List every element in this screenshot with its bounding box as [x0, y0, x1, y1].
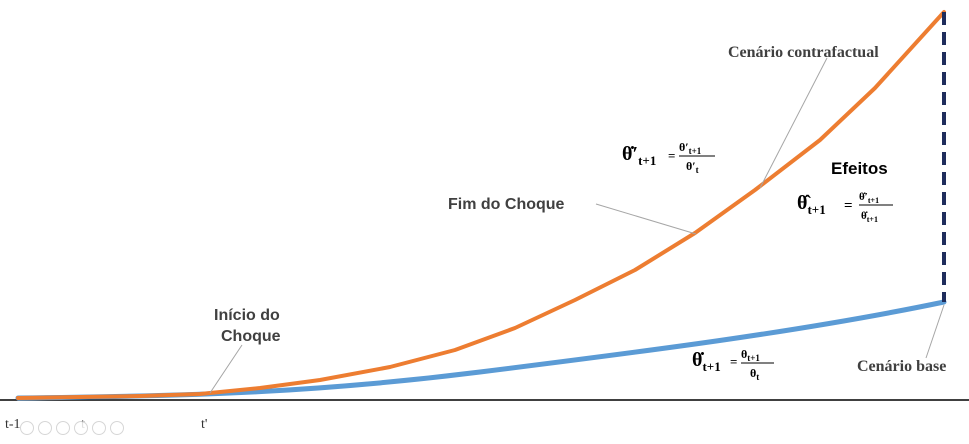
pen-icon[interactable] [56, 421, 70, 435]
formula-eff-eq: = [844, 198, 853, 214]
formula-cf-lhs: θ̇′ [622, 143, 638, 165]
formula-eff-den: θ̇ [861, 210, 868, 222]
formula-effects: θ̂t+1 = θ̇′t+1 θ̇t+1 [797, 191, 893, 224]
base-leader [925, 304, 945, 359]
formula-cf-num-sub: t+1 [689, 146, 702, 156]
formula-cf-lhs-sub: t+1 [638, 153, 656, 168]
label-effects: Efeitos [831, 159, 888, 178]
shock-start-leader [209, 344, 243, 394]
slides-icon[interactable] [74, 421, 88, 435]
label-shock-start-2: Choque [221, 328, 281, 345]
formula-base-lhs: θ̇ [692, 349, 704, 371]
formula-base-den-sub: t [756, 372, 759, 382]
svg-text:θ′t+1: θ′t+1 [679, 140, 702, 156]
label-base: Cenário base [857, 358, 946, 375]
formula-eff-lhs-sub: t+1 [807, 202, 825, 217]
formula-eff-num: θ̇′ [859, 191, 868, 203]
svg-text:θt+1: θt+1 [741, 347, 760, 363]
svg-text:θ̇t+1: θ̇t+1 [692, 349, 721, 374]
zoom-icon[interactable] [92, 421, 106, 435]
formula-base-num-sub: t+1 [747, 353, 760, 363]
formula-cf-num: θ′ [679, 140, 689, 154]
formula-base: θ̇t+1 = θt+1 θt [692, 347, 774, 382]
label-shock-start-1: Início do [214, 307, 280, 324]
formula-cf-eq: = [668, 148, 675, 163]
formula-eff-den-sub: t+1 [867, 215, 878, 224]
svg-text:θt: θt [750, 366, 759, 382]
more-options-icon[interactable] [110, 421, 124, 435]
formula-base-lhs-sub: t+1 [702, 359, 720, 374]
counterfactual-curve [16, 10, 946, 400]
shock-end-leader [595, 203, 697, 235]
formula-base-eq: = [730, 354, 737, 369]
label-counterfactual: Cenário contrafactual [728, 44, 879, 61]
svg-text:θ̇t+1: θ̇t+1 [861, 210, 878, 224]
formula-base-den: θ [750, 366, 756, 380]
formula-eff-num-sub: t+1 [868, 196, 879, 205]
formula-cf-den-sub: t [696, 165, 699, 175]
svg-text:θ̇′t+1: θ̇′t+1 [859, 191, 879, 205]
svg-text:θ̇′t+1: θ̇′t+1 [622, 143, 656, 168]
formula-counterfactual: θ̇′t+1 = θ′t+1 θ′t [622, 140, 715, 175]
counterfactual-leader [759, 57, 828, 189]
tick-t-prime: t' [201, 417, 207, 432]
previous-slide-icon[interactable] [20, 421, 34, 435]
label-shock-end: Fim do Choque [448, 196, 565, 213]
formula-cf-den: θ′ [686, 159, 696, 173]
svg-text:θ′t: θ′t [686, 159, 699, 175]
formula-base-num: θ [741, 347, 747, 361]
tick-t-minus-1: t-1 [5, 417, 21, 432]
play-icon[interactable] [38, 421, 52, 435]
base-scenario-curve [15, 299, 947, 401]
svg-text:θ̂t+1: θ̂t+1 [797, 192, 826, 217]
